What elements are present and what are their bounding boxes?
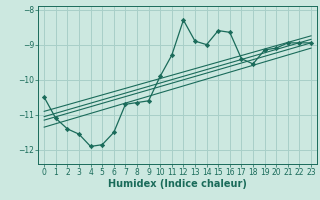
X-axis label: Humidex (Indice chaleur): Humidex (Indice chaleur)	[108, 179, 247, 189]
